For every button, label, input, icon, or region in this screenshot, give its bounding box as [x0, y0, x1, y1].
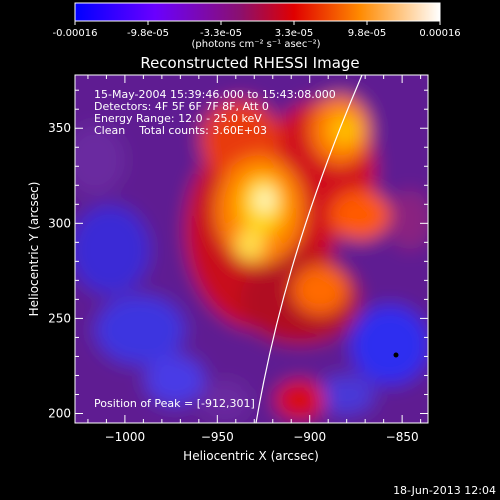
peak-marker	[393, 352, 399, 358]
y-tick-label: 350	[48, 121, 71, 135]
colorbar-tick-label: 9.8e-05	[348, 28, 386, 39]
colorbar-units-label: (photons cm⁻² s⁻¹ asec⁻²)	[191, 39, 320, 50]
info-time-range: 15-May-2004 15:39:46.000 to 15:43:08.000	[94, 88, 336, 101]
x-tick-label: −900	[293, 430, 326, 444]
info-energy-range: Energy Range: 12.0 - 25.0 keV	[94, 112, 262, 125]
x-axis-ticks: −1000 −950 −900 −850	[87, 75, 422, 444]
y-tick-label: 200	[48, 406, 71, 420]
y-tick-label: 250	[48, 311, 71, 325]
footer-timestamp: 18-Jun-2013 12:04	[393, 484, 496, 497]
plot-title: Reconstructed RHESSI Image	[140, 54, 359, 72]
y-tick-label: 300	[48, 216, 71, 230]
image-panel	[75, 75, 428, 423]
info-clean-total-counts: Clean Total counts: 3.60E+03	[94, 124, 267, 137]
colorbar: -0.00016 -9.8e-05 -3.3e-05 3.3e-05 9.8e-05 0.…	[53, 2, 461, 50]
x-axis-label: Heliocentric X (arcsec)	[183, 449, 319, 463]
solar-limb-line	[255, 75, 363, 423]
x-tick-label: −950	[201, 430, 234, 444]
colorbar-tick-label: -3.3e-05	[200, 28, 242, 39]
y-axis-label: Heliocentric Y (arcsec)	[27, 182, 41, 317]
info-peak-position: Position of Peak = [-912,301]	[94, 397, 255, 410]
observation-info: 15-May-2004 15:39:46.000 to 15:43:08.000…	[94, 88, 336, 410]
colorbar-tick-label: 0.00016	[419, 28, 460, 39]
info-detectors: Detectors: 4F 5F 6F 7F 8F, Att 0	[94, 100, 269, 113]
y-axis-ticks: 200 250 300 350	[48, 89, 428, 420]
plot-frame	[74, 74, 429, 424]
colorbar-tick-label: -9.8e-05	[127, 28, 169, 39]
emission-map	[75, 75, 428, 423]
x-tick-label: −850	[386, 430, 419, 444]
colorbar-tick-label: -0.00016	[53, 28, 98, 39]
colorbar-ticks: -0.00016 -9.8e-05 -3.3e-05 3.3e-05 9.8e-05 0.…	[53, 21, 461, 39]
x-tick-label: −1000	[105, 430, 146, 444]
colorbar-gradient	[74, 2, 441, 22]
colorbar-tick-label: 3.3e-05	[275, 28, 313, 39]
